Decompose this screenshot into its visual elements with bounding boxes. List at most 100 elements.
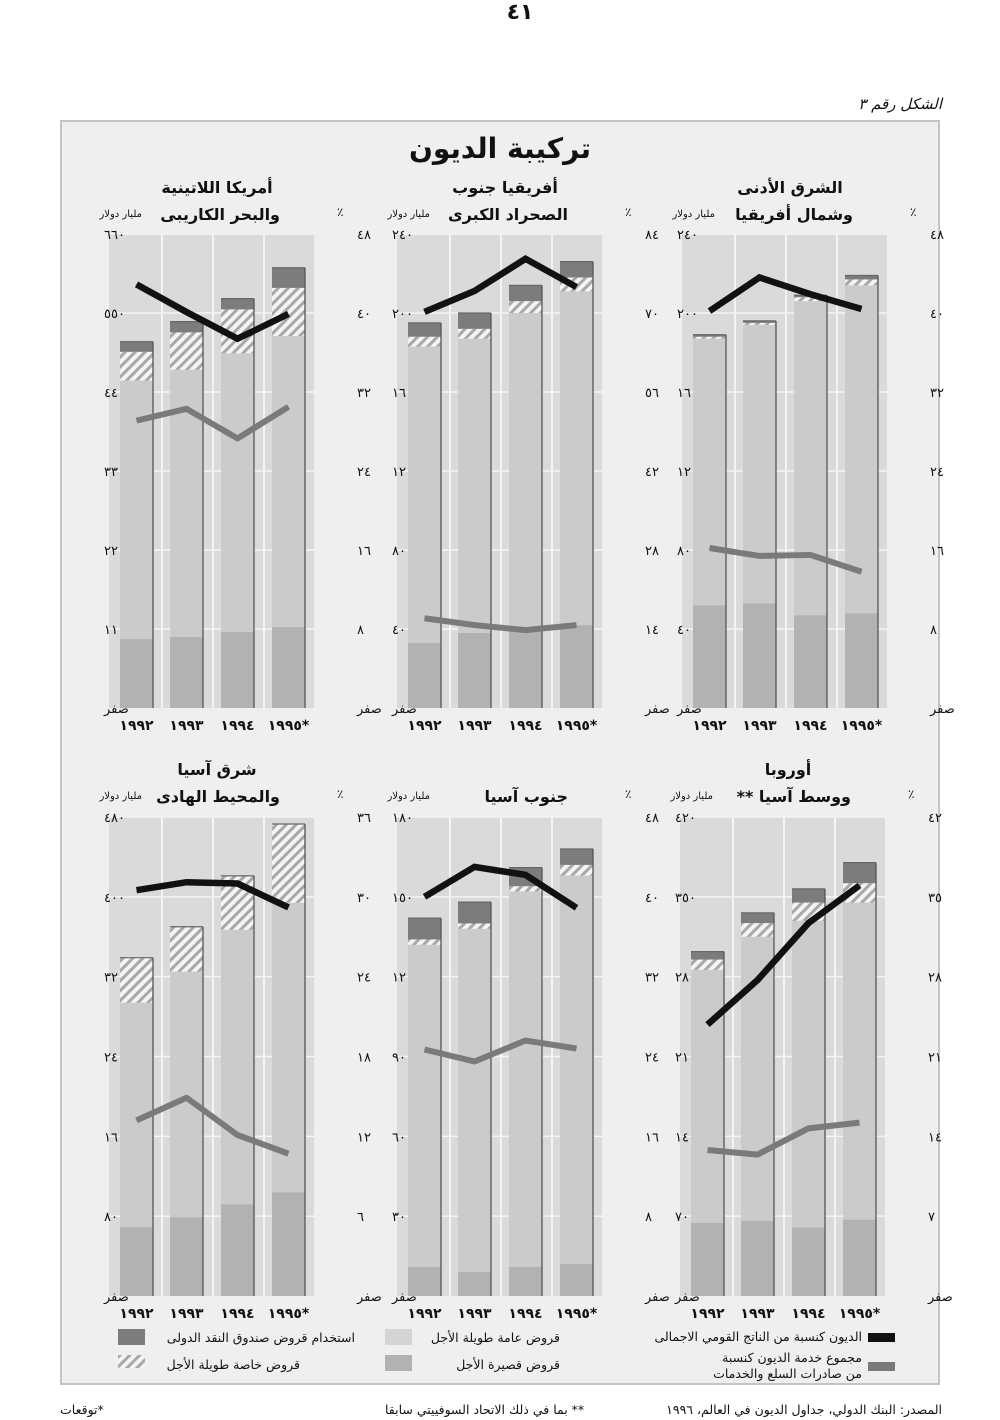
year-label: *١٩٩٥ — [268, 718, 310, 734]
bar-private-long-term — [693, 336, 726, 339]
legend-label-public-long-term: قروض عامة طويلة الأجل — [430, 1330, 560, 1345]
year-label: *١٩٩٥ — [268, 1306, 310, 1322]
bar-short-term — [845, 613, 878, 708]
year-label: ١٩٩٤ — [220, 1306, 254, 1322]
right-tick-label: صفر — [644, 702, 670, 717]
left-tick-label: ٦٠ — [392, 1130, 406, 1145]
bar-private-long-term — [458, 923, 491, 929]
year-label: ١٩٩٢ — [407, 1306, 442, 1322]
legend-label-debt-service-2: من صادرات السلع والخدمات — [713, 1366, 862, 1381]
left-tick-label: ٢٠٠ — [392, 307, 413, 322]
year-label: ١٩٩٤ — [793, 718, 827, 734]
right-axis-unit: ٪ — [910, 205, 917, 219]
right-axis-unit: ٪ — [337, 205, 344, 219]
bar-short-term — [272, 626, 305, 708]
left-tick-label: ١١٠ — [104, 623, 125, 638]
bar-short-term — [458, 632, 491, 708]
panel-title-line1: أفريقيا جنوب — [452, 178, 558, 197]
bar-public-long-term — [792, 920, 825, 1228]
bar-imf-credit — [792, 888, 825, 903]
right-tick-label: صفر — [929, 702, 955, 717]
bar-short-term — [509, 1266, 542, 1296]
legend-label-debt-to-gnp: الديون كنسبة من الناتج القومي الاجمالى — [654, 1329, 862, 1344]
right-axis-unit: ٪ — [625, 787, 632, 801]
line-debt-to-gnp — [705, 882, 862, 1027]
year-label: ١٩٩٢ — [119, 1306, 154, 1322]
bar-imf-credit — [458, 902, 491, 924]
bar-imf-credit — [560, 261, 593, 278]
left-tick-label: ٣٣٠ — [104, 465, 125, 480]
legend-swatch-private-long-term — [118, 1355, 145, 1368]
bar-public-long-term — [794, 301, 827, 616]
source-note: المصدر: البنك الدولي، جداول الديون في ال… — [666, 1402, 942, 1417]
left-tick-label: ٩٠ — [392, 1051, 406, 1066]
bar-short-term — [221, 631, 254, 708]
bar-public-long-term — [560, 875, 593, 1265]
panel-title-line1: شرق آسيا — [177, 760, 257, 779]
left-tick-label: ٣٠ — [392, 1210, 406, 1225]
bar-private-long-term — [560, 864, 593, 876]
left-axis-unit: مليار دولار — [387, 791, 430, 802]
year-label: ١٩٩٤ — [791, 1306, 825, 1322]
left-tick-label: ٨٠ — [392, 544, 406, 559]
line-debt-service-to-exports — [707, 1119, 860, 1158]
left-axis-unit: مليار دولار — [672, 209, 715, 220]
bar-imf-credit — [560, 848, 593, 865]
left-tick-label: ١٢٠ — [677, 465, 698, 480]
left-axis-unit: مليار دولار — [670, 791, 713, 802]
year-label: ١٩٩٣ — [169, 718, 204, 734]
bar-short-term — [170, 636, 203, 708]
bar-private-long-term — [120, 957, 153, 1003]
right-tick-label: ٣٢ — [357, 386, 371, 401]
bar-public-long-term — [458, 928, 491, 1273]
bar-short-term — [272, 1192, 305, 1296]
right-axis-unit: ٪ — [337, 787, 344, 801]
bar-private-long-term — [408, 939, 441, 945]
right-tick-label: ٢٤ — [930, 465, 944, 480]
right-tick-label: ٤٠ — [645, 891, 659, 906]
bar-public-long-term — [509, 313, 542, 631]
bar-imf-credit — [170, 321, 203, 333]
bar-imf-credit — [221, 298, 254, 310]
bar-public-long-term — [509, 891, 542, 1267]
left-tick-label: ٤٤٠ — [104, 386, 125, 401]
year-label: *١٩٩٥ — [556, 1306, 598, 1322]
year-label: ١٩٩٣ — [740, 1306, 775, 1322]
bar-public-long-term — [693, 338, 726, 606]
bar-public-long-term — [170, 971, 203, 1218]
left-tick-label: ٨٠ — [104, 1210, 118, 1225]
bar-short-term — [794, 615, 827, 708]
right-tick-label: ٢٨ — [928, 971, 942, 986]
left-tick-label: ٣٥٠ — [675, 891, 696, 906]
right-tick-label: ٤٨ — [645, 811, 659, 826]
bar-short-term — [691, 1223, 724, 1296]
legend-swatch-debt-service — [868, 1362, 895, 1371]
bar-public-long-term — [743, 324, 776, 604]
legend-label-imf-credit: استخدام قروض صندوق النقد الدولى — [166, 1330, 355, 1345]
figure-label: الشكل رقم ٣ — [858, 95, 942, 113]
year-label: ١٩٩٢ — [119, 718, 154, 734]
bar-public-long-term — [272, 335, 305, 627]
line-debt-service-to-exports — [424, 615, 577, 634]
year-label: ١٩٩٤ — [508, 1306, 542, 1322]
line-debt-service-to-exports — [135, 1094, 290, 1157]
double-star-note: ** بما في ذلك الاتحاد السوفييتي سابقا — [385, 1402, 585, 1417]
bar-private-long-term — [408, 336, 441, 347]
panel-title-line2: والمحيط الهادى — [156, 787, 280, 806]
right-tick-label: صفر — [356, 1290, 382, 1305]
left-tick-label: ٢٠٠ — [677, 307, 698, 322]
right-tick-label: ١٦ — [930, 544, 944, 559]
right-tick-label: ٣٦ — [357, 811, 371, 826]
bar-imf-credit — [741, 912, 774, 924]
left-tick-label: ٨٠ — [677, 544, 691, 559]
bar-private-long-term — [845, 279, 878, 286]
right-tick-label: ٨ — [645, 1210, 652, 1225]
right-tick-label: ٢٤ — [357, 465, 371, 480]
right-tick-label: ٥٦ — [645, 386, 659, 401]
year-label: ١٩٩٢ — [407, 718, 442, 734]
